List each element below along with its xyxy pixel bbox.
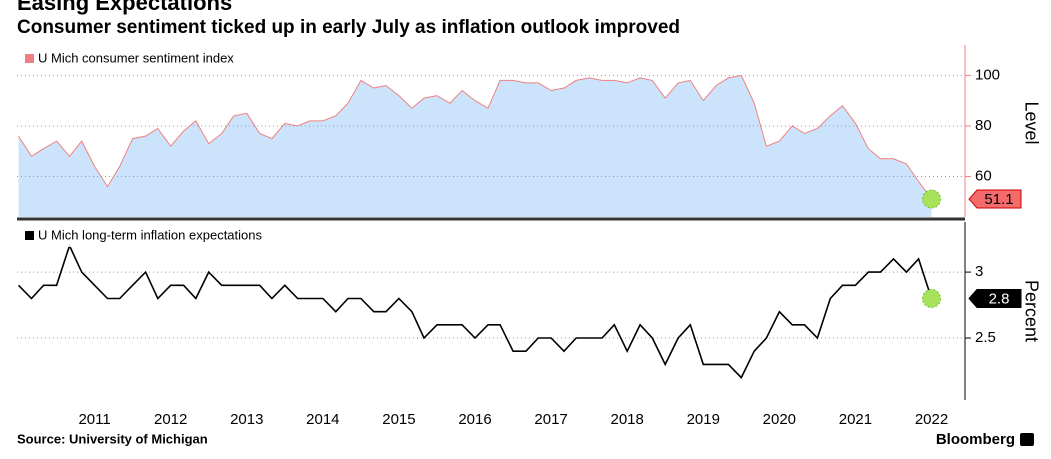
legend-box bbox=[19, 225, 324, 247]
legend-swatch bbox=[25, 54, 34, 63]
x-tick-label: 2015 bbox=[382, 411, 415, 428]
y-axis-label: Percent bbox=[1021, 280, 1041, 342]
x-tick-label: 2011 bbox=[78, 411, 110, 428]
chart-title: Easing Expectations bbox=[17, 0, 232, 15]
legend-swatch bbox=[25, 231, 34, 240]
source: Source: University of Michigan bbox=[17, 431, 208, 446]
x-tick-label: 2014 bbox=[306, 411, 339, 428]
y-tick-label: 2.5 bbox=[975, 329, 996, 346]
value-label: 51.1 bbox=[984, 191, 1013, 208]
x-tick-label: 2018 bbox=[611, 411, 644, 428]
x-tick-label: 2016 bbox=[458, 411, 491, 428]
legend: U Mich long-term inflation expectations bbox=[19, 225, 324, 247]
legend-label: U Mich consumer sentiment index bbox=[38, 50, 234, 65]
legend: U Mich consumer sentiment index bbox=[19, 48, 287, 70]
x-tick-label: 2020 bbox=[763, 411, 796, 428]
y-tick-label: 80 bbox=[975, 117, 992, 134]
last-point bbox=[922, 288, 942, 308]
area-fill bbox=[18, 75, 932, 218]
value-label-box bbox=[968, 288, 1022, 308]
y-tick-label: 3 bbox=[975, 263, 983, 280]
y-axis-label: Level bbox=[1021, 101, 1041, 144]
legend-box bbox=[19, 48, 287, 70]
value-label-box bbox=[968, 189, 1022, 209]
y-tick-label: 100 bbox=[975, 66, 1000, 83]
x-tick-label: 2022 bbox=[915, 411, 948, 428]
y-tick-label: 60 bbox=[975, 167, 992, 184]
x-tick-label: 2017 bbox=[534, 411, 567, 428]
legend-label: U Mich long-term inflation expectations bbox=[38, 227, 262, 242]
x-tick-label: 2012 bbox=[154, 411, 187, 428]
area-line bbox=[18, 74, 932, 200]
chart-subtitle: Consumer sentiment ticked up in early Ju… bbox=[17, 17, 680, 38]
x-tick-label: 2019 bbox=[687, 411, 720, 428]
value-label: 2.8 bbox=[989, 290, 1010, 307]
last-point bbox=[922, 189, 942, 209]
x-tick-label: 2021 bbox=[839, 411, 872, 428]
brand-icon bbox=[1020, 433, 1034, 446]
x-tick-label: 2013 bbox=[230, 411, 263, 428]
line-line bbox=[17, 243, 933, 379]
brand: Bloomberg bbox=[936, 431, 1015, 448]
